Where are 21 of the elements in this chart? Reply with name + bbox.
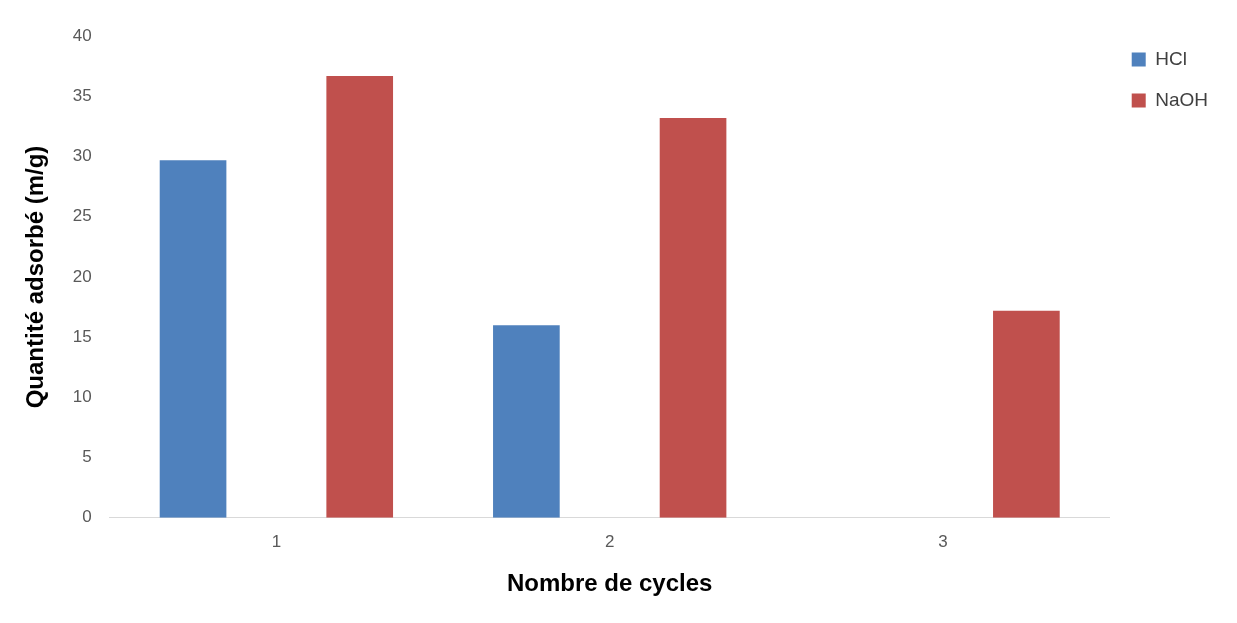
bar bbox=[493, 325, 560, 518]
bar bbox=[659, 118, 727, 518]
x-tick-label: 2 bbox=[604, 531, 615, 551]
y-tick-label: 0 bbox=[82, 507, 92, 527]
bar bbox=[159, 160, 227, 518]
x-tick-label: 1 bbox=[271, 531, 282, 551]
legend-label: NaOH bbox=[1155, 88, 1209, 110]
bar bbox=[326, 75, 394, 518]
y-tick-label: 30 bbox=[72, 146, 92, 166]
y-tick-label: 15 bbox=[72, 326, 92, 346]
bar bbox=[993, 310, 1060, 518]
x-tick-label: 3 bbox=[938, 531, 948, 551]
y-tick-label: 40 bbox=[72, 25, 92, 45]
x-axis-title: Nombre de cycles bbox=[506, 569, 713, 597]
legend-label: HCl bbox=[1155, 47, 1187, 69]
y-tick-label: 25 bbox=[72, 206, 92, 226]
y-tick-label: 35 bbox=[72, 86, 92, 106]
y-axis-title: Quantité adsorbé (m/g) bbox=[21, 145, 49, 409]
y-tick-label: 20 bbox=[72, 266, 92, 286]
y-tick-label: 10 bbox=[72, 387, 92, 407]
y-tick-label: 5 bbox=[82, 447, 92, 467]
